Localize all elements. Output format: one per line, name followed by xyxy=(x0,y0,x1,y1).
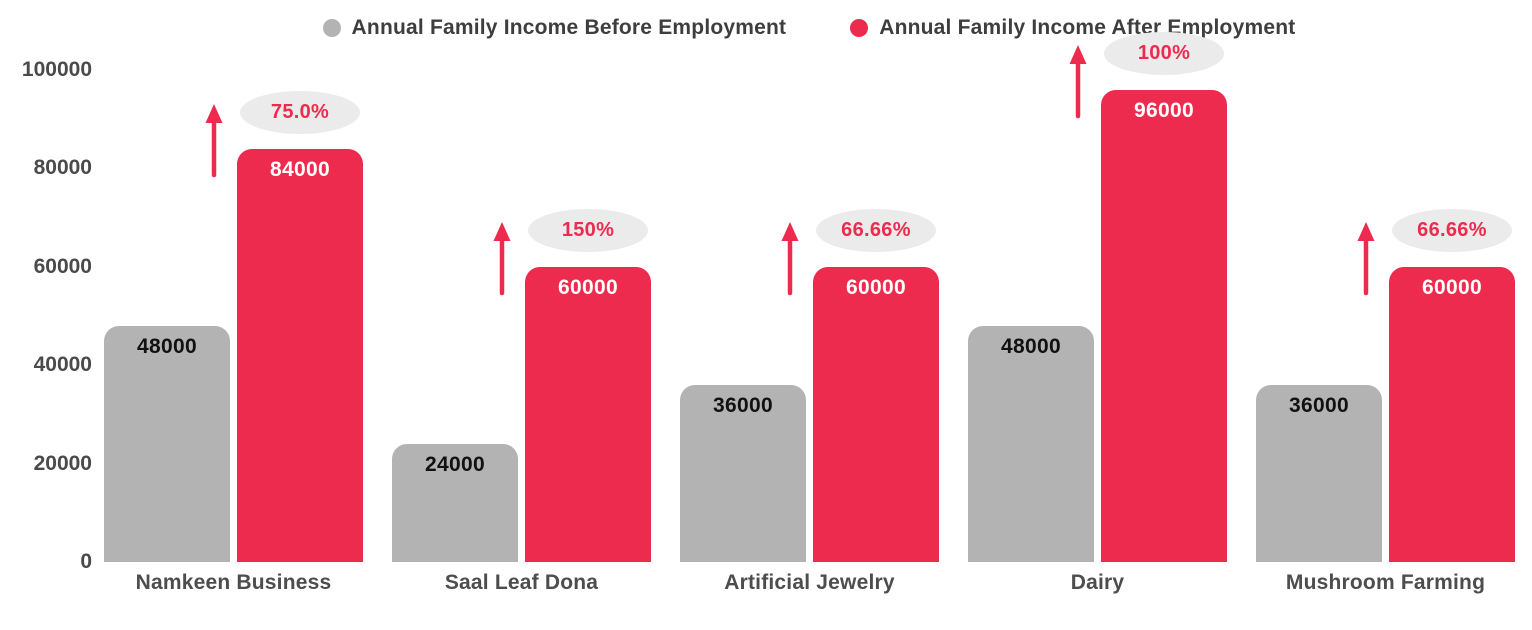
y-axis-tick-80000: 80000 xyxy=(33,156,92,180)
bar-before-namkeen-business: 48000 xyxy=(104,325,230,562)
bar-after-dairy: 96000 xyxy=(1101,89,1227,562)
bar-before-saal-leaf-dona: 24000 xyxy=(392,443,518,562)
percent-increase-bubble-namkeen-business: 75.0% xyxy=(240,90,360,134)
bar-value-after-artificial-jewelry: 60000 xyxy=(846,275,906,299)
bar-value-after-dairy: 96000 xyxy=(1134,98,1194,122)
bar-value-before-artificial-jewelry: 36000 xyxy=(713,393,773,417)
x-axis-label-artificial-jewelry: Artificial Jewelry xyxy=(724,571,895,594)
bar-value-before-saal-leaf-dona: 24000 xyxy=(425,452,485,476)
bar-after-saal-leaf-dona: 60000 xyxy=(525,266,651,562)
percent-increase-bubble-dairy: 100% xyxy=(1104,31,1224,75)
legend-label-after: Annual Family Income After Employment xyxy=(879,16,1296,39)
increase-arrow-icon-namkeen-business xyxy=(205,103,223,177)
legend-item-after: Annual Family Income After Employment xyxy=(850,16,1295,40)
bar-value-before-dairy: 48000 xyxy=(1001,334,1061,358)
increase-arrow-icon-mushroom-farming xyxy=(1357,221,1375,296)
bar-value-after-mushroom-farming: 60000 xyxy=(1422,275,1482,299)
bar-before-artificial-jewelry: 36000 xyxy=(680,384,806,562)
bar-value-after-namkeen-business: 84000 xyxy=(270,157,330,181)
x-axis-label-dairy: Dairy xyxy=(1070,571,1125,594)
bar-value-before-namkeen-business: 48000 xyxy=(137,334,197,358)
x-axis-label-namkeen-business: Namkeen Business xyxy=(135,571,332,594)
chart-legend: Annual Family Income Before Employment A… xyxy=(0,16,1532,40)
y-axis-tick-60000: 60000 xyxy=(33,254,92,278)
bar-after-artificial-jewelry: 60000 xyxy=(813,266,939,562)
increase-arrow-icon-dairy xyxy=(1069,44,1087,118)
bar-after-mushroom-farming: 60000 xyxy=(1389,266,1515,562)
percent-increase-bubble-saal-leaf-dona: 150% xyxy=(528,208,648,252)
x-axis-label-mushroom-farming: Mushroom Farming xyxy=(1285,571,1486,594)
bar-value-before-mushroom-farming: 36000 xyxy=(1289,393,1349,417)
legend-marker-after-icon xyxy=(850,19,869,37)
y-axis-tick-20000: 20000 xyxy=(33,451,92,475)
y-axis-tick-0: 0 xyxy=(80,550,92,573)
percent-increase-bubble-artificial-jewelry: 66.66% xyxy=(816,208,936,252)
bar-before-mushroom-farming: 36000 xyxy=(1256,384,1382,562)
y-axis-tick-40000: 40000 xyxy=(33,353,92,377)
x-axis-label-saal-leaf-dona: Saal Leaf Dona xyxy=(444,571,599,594)
increase-arrow-icon-saal-leaf-dona xyxy=(493,221,511,296)
legend-marker-before-icon xyxy=(322,19,341,37)
legend-item-before: Annual Family Income Before Employment xyxy=(322,16,787,40)
increase-arrow-icon-artificial-jewelry xyxy=(781,221,799,296)
bar-before-dairy: 48000 xyxy=(968,325,1094,562)
percent-increase-bubble-mushroom-farming: 66.66% xyxy=(1392,208,1512,252)
bar-after-namkeen-business: 84000 xyxy=(237,148,363,562)
bar-value-after-saal-leaf-dona: 60000 xyxy=(558,275,618,299)
y-axis-tick-100000: 100000 xyxy=(21,58,92,81)
legend-label-before: Annual Family Income Before Employment xyxy=(351,16,787,39)
